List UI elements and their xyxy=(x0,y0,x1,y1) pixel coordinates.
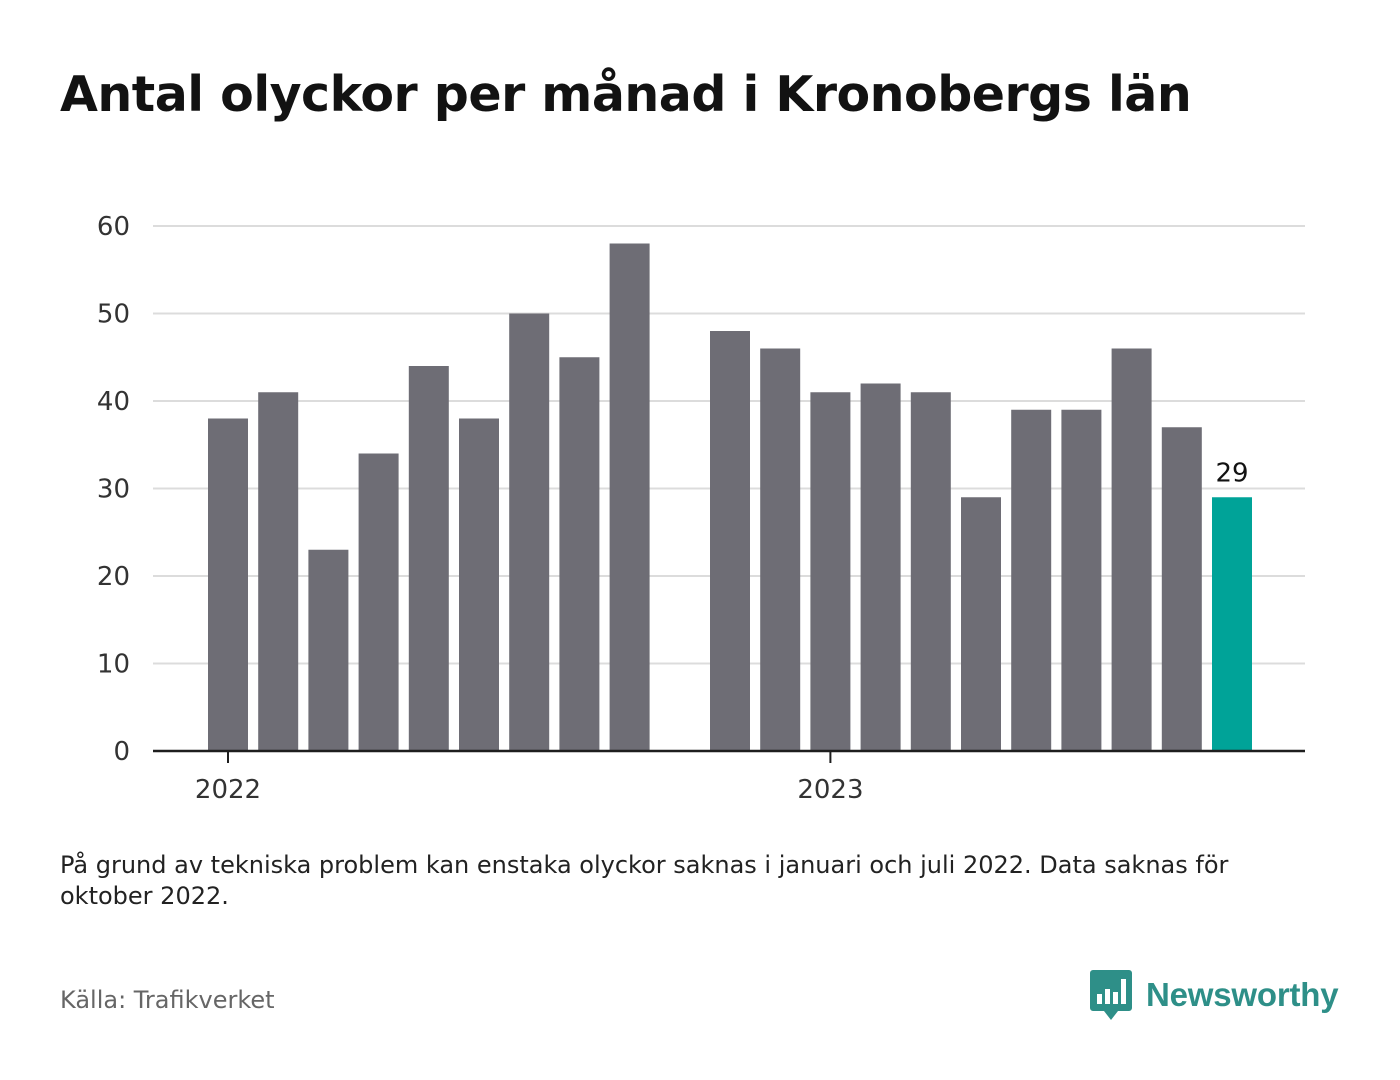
brand[interactable]: Newsworthy xyxy=(1090,970,1339,1020)
bar[interactable] xyxy=(609,243,650,752)
source-credit: Källa: Trafikverket xyxy=(60,986,275,1014)
y-tick-label: 50 xyxy=(97,300,130,330)
chart-title: Antal olyckor per månad i Kronobergs län xyxy=(60,66,1192,123)
bar[interactable] xyxy=(358,453,399,752)
bar[interactable] xyxy=(710,331,750,751)
y-tick-label: 40 xyxy=(97,387,130,417)
y-tick-label: 20 xyxy=(97,562,130,592)
bar[interactable] xyxy=(1061,409,1102,751)
bar[interactable] xyxy=(258,392,299,751)
bar[interactable] xyxy=(559,357,600,751)
bar[interactable] xyxy=(208,418,248,752)
bar[interactable] xyxy=(1111,348,1152,752)
y-tick-label: 30 xyxy=(97,475,130,505)
bar[interactable] xyxy=(1161,427,1202,751)
brand-name: Newsworthy xyxy=(1146,976,1339,1013)
bars xyxy=(208,243,1252,752)
chart-note: På grund av tekniska problem kan enstaka… xyxy=(60,851,1229,910)
bar[interactable] xyxy=(408,366,449,751)
x-tick-label: 2022 xyxy=(195,775,261,805)
y-tick-label: 60 xyxy=(97,212,130,242)
bar[interactable] xyxy=(459,418,499,752)
x-axis: 2022 2023 xyxy=(153,749,1305,805)
bar[interactable] xyxy=(961,497,1001,751)
bar[interactable] xyxy=(760,348,801,752)
bar[interactable] xyxy=(810,392,851,751)
bar[interactable] xyxy=(308,549,349,751)
bar[interactable] xyxy=(860,383,901,752)
bar[interactable] xyxy=(509,313,550,752)
bar[interactable] xyxy=(1011,409,1052,751)
newsworthy-logo-icon xyxy=(1090,970,1132,1020)
bar-value-label: 29 xyxy=(1215,458,1248,488)
x-tick-label: 2023 xyxy=(797,775,863,805)
y-axis-ticks: 0 10 20 30 40 50 60 xyxy=(97,212,130,767)
y-tick-label: 0 xyxy=(113,737,130,767)
bar-chart: 0 10 20 30 40 50 60 29 2022 2023 xyxy=(97,212,1305,805)
y-tick-label: 10 xyxy=(97,650,130,680)
bar[interactable] xyxy=(1212,497,1252,751)
value-labels: 29 xyxy=(1215,458,1248,488)
bar[interactable] xyxy=(910,392,951,751)
